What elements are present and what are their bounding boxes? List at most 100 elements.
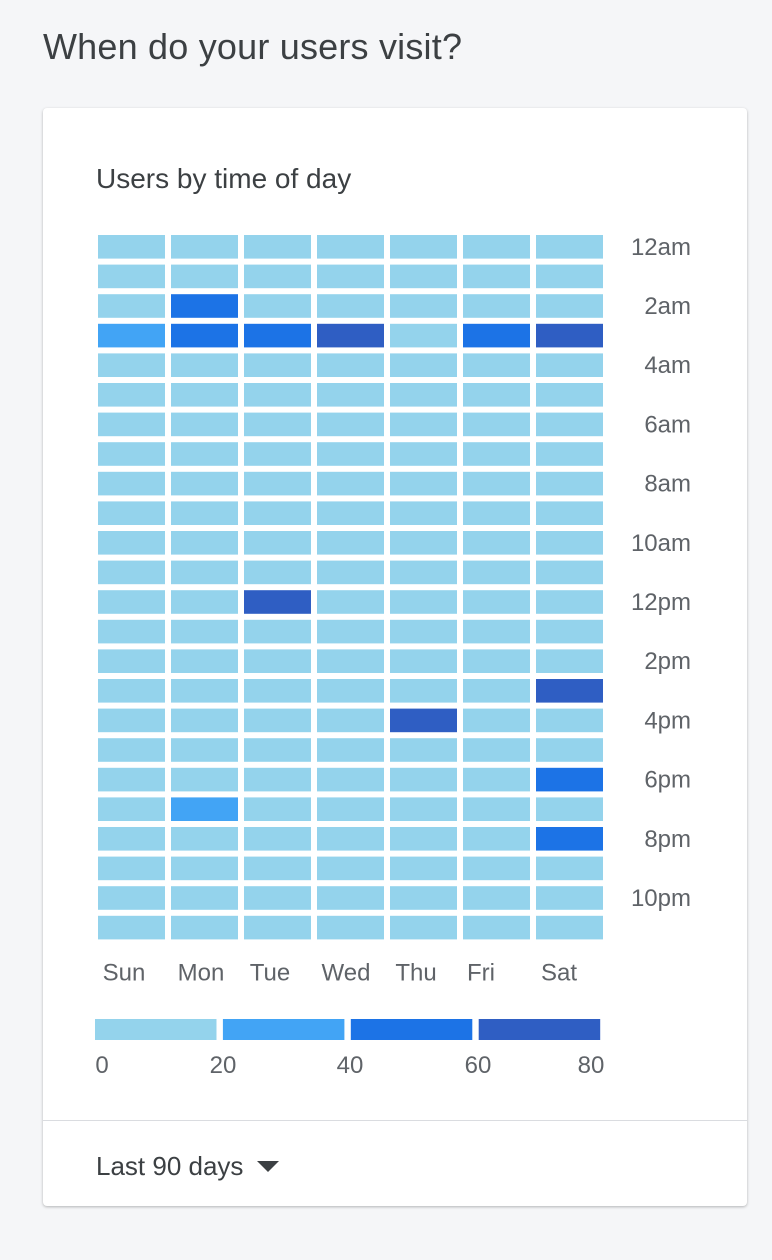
heatmap-cell	[244, 767, 311, 792]
heatmap-cell	[463, 294, 530, 318]
heatmap-cell	[536, 797, 603, 821]
heatmap-cell	[171, 235, 238, 259]
heatmap-cell	[244, 353, 311, 377]
heatmap-cell	[390, 797, 457, 821]
caret-down-icon	[257, 1160, 280, 1172]
heatmap-cell	[536, 856, 603, 881]
heatmap-cell	[463, 856, 530, 881]
heatmap-cell	[390, 915, 457, 940]
card-divider	[43, 1120, 747, 1121]
heatmap-cell	[536, 738, 603, 762]
legend-tick-label: 60	[465, 1052, 492, 1079]
y-tick-label: 6am	[644, 411, 691, 438]
heatmap-cell	[463, 708, 530, 733]
heatmap-cell	[317, 353, 384, 377]
y-tick-label: 8am	[644, 471, 691, 498]
heatmap-cell	[390, 353, 457, 377]
heatmap-cell	[244, 294, 311, 318]
heatmap-cell	[171, 264, 238, 289]
heatmap-cell	[98, 619, 165, 644]
heatmap-cell	[536, 412, 603, 437]
y-tick-label: 6pm	[644, 767, 691, 794]
heatmap-cell	[317, 294, 384, 318]
heatmap-cell	[390, 294, 457, 318]
heatmap-cell	[171, 797, 238, 821]
heatmap-cell	[244, 738, 311, 762]
heatmap-cell	[244, 797, 311, 821]
date-range-label: Last 90 days	[96, 1150, 244, 1181]
heatmap-cell	[317, 886, 384, 910]
heatmap-cell	[171, 294, 238, 318]
heatmap-cell	[98, 412, 165, 437]
heatmap-cell	[390, 235, 457, 259]
heatmap-cell	[98, 708, 165, 733]
heatmap-cell	[536, 619, 603, 644]
heatmap-cell	[536, 323, 603, 348]
heatmap-cell	[98, 649, 165, 673]
y-tick-label: 8pm	[644, 826, 691, 853]
heatmap-cell	[463, 264, 530, 289]
heatmap-cell	[390, 827, 457, 851]
heatmap-cell	[536, 235, 603, 259]
heatmap-cell	[171, 442, 238, 466]
heatmap-cell	[390, 679, 457, 703]
heatmap-cell	[171, 501, 238, 525]
heatmap-cell	[390, 442, 457, 466]
x-tick-label: Tue	[250, 959, 290, 986]
heatmap-cell	[463, 649, 530, 673]
heatmap-cell	[317, 856, 384, 881]
y-tick-label: 10pm	[631, 885, 691, 912]
heatmap-cell	[244, 827, 311, 851]
heatmap-cell	[390, 738, 457, 762]
heatmap-cell	[390, 383, 457, 407]
heatmap-cell	[463, 738, 530, 762]
heatmap-cell	[463, 679, 530, 703]
heatmap-cell	[463, 886, 530, 910]
heatmap-cell	[98, 767, 165, 792]
heatmap-cell	[171, 915, 238, 940]
card-title: Users by time of day	[96, 163, 352, 194]
heatmap-cell	[317, 531, 384, 555]
heatmap-cell	[317, 649, 384, 673]
y-tick-label: 12pm	[631, 589, 691, 616]
heatmap-cell	[536, 501, 603, 525]
heatmap-cell	[317, 560, 384, 585]
heatmap-cell	[244, 649, 311, 673]
y-axis-labels: 12am 2am 4am 6am 8am 10am 12pm 2pm 4pm 6pm 8pm 10pm	[631, 234, 691, 912]
heatmap-cell	[317, 264, 384, 289]
x-tick-label: Sat	[541, 959, 577, 986]
heatmap-cell	[171, 827, 238, 851]
heatmap-cell	[536, 471, 603, 496]
heatmap-cell	[171, 353, 238, 377]
heatmap-cell	[536, 708, 603, 733]
heatmap-cell	[390, 412, 457, 437]
heatmap-cell	[536, 649, 603, 673]
heatmap-cell	[98, 323, 165, 348]
heatmap-cell	[463, 915, 530, 940]
date-range-dropdown[interactable]: Last 90 days	[96, 1148, 280, 1184]
heatmap-cell	[463, 235, 530, 259]
heatmap-cell	[536, 560, 603, 585]
heatmap-cell	[463, 827, 530, 851]
heatmap-cell	[317, 323, 384, 348]
heatmap-cell	[390, 560, 457, 585]
heatmap-cell	[463, 619, 530, 644]
heatmap-cell	[171, 886, 238, 910]
heatmap-cell	[98, 294, 165, 318]
legend-tick-label: 20	[210, 1052, 237, 1079]
heatmap-cell	[244, 531, 311, 555]
legend-tick-label: 40	[337, 1052, 364, 1079]
heatmap-cell	[536, 886, 603, 910]
heatmap-cell	[390, 531, 457, 555]
heatmap-cell	[536, 915, 603, 940]
heatmap-cell	[98, 353, 165, 377]
heatmap-cell	[463, 442, 530, 466]
heatmap-cell	[244, 886, 311, 910]
heatmap-cell	[536, 590, 603, 614]
heatmap-cell	[317, 797, 384, 821]
heatmap-cell	[244, 442, 311, 466]
heatmap-cell	[244, 383, 311, 407]
heatmap-cell	[98, 235, 165, 259]
heatmap-cell	[536, 264, 603, 289]
heatmap-cell	[244, 679, 311, 703]
